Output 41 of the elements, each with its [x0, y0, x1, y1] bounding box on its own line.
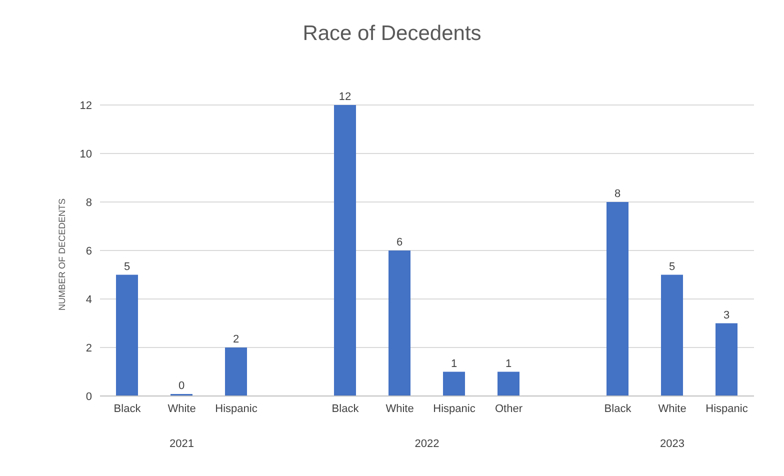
x-tick-label: Hispanic [433, 402, 476, 415]
bar [334, 105, 356, 396]
x-tick-label: Other [494, 402, 523, 415]
x-tick-label: White [168, 402, 196, 415]
bar [606, 202, 628, 396]
data-label: 6 [396, 236, 403, 248]
x-tick-label: Hispanic [215, 402, 258, 415]
data-label: 2 [232, 334, 240, 346]
chart-title: Race of Decedents [302, 22, 482, 46]
y-axis-title: NUMBER OF DECEDENTS [57, 198, 68, 310]
data-label: 5 [124, 260, 130, 273]
data-label: 1 [505, 358, 512, 370]
y-tick-label: 12 [80, 100, 92, 112]
text: 2021 [168, 438, 195, 450]
x-tick-label: Black [332, 402, 360, 415]
x-tick-label: Black [114, 402, 142, 415]
bar [443, 372, 465, 396]
y-tick-label: 4 [86, 294, 92, 306]
x-tick-label: White [386, 402, 414, 415]
bar [388, 250, 410, 396]
data-label: 0 [178, 380, 185, 392]
text: 2023 [659, 438, 686, 450]
data-label: 3 [723, 309, 730, 322]
bar [116, 274, 138, 396]
data-label: 5 [668, 260, 676, 273]
x-tick-label: White [658, 402, 686, 415]
x-tick-label: Black [604, 402, 632, 415]
data-label: 8 [614, 188, 621, 200]
bar [716, 323, 738, 396]
y-tick-label: 2 [86, 342, 92, 354]
bar [498, 372, 520, 396]
x-tick-label: Hispanic [706, 402, 748, 415]
y-tick-label: 6 [86, 245, 92, 258]
text: 2022 [414, 438, 440, 450]
y-tick-label: 10 [80, 148, 92, 160]
y-tick-label: 8 [86, 196, 92, 209]
data-label: 12 [338, 91, 352, 103]
bar [225, 348, 247, 396]
y-tick-label: 0 [86, 390, 92, 403]
data-label: 1 [450, 358, 458, 370]
bar [661, 274, 683, 396]
